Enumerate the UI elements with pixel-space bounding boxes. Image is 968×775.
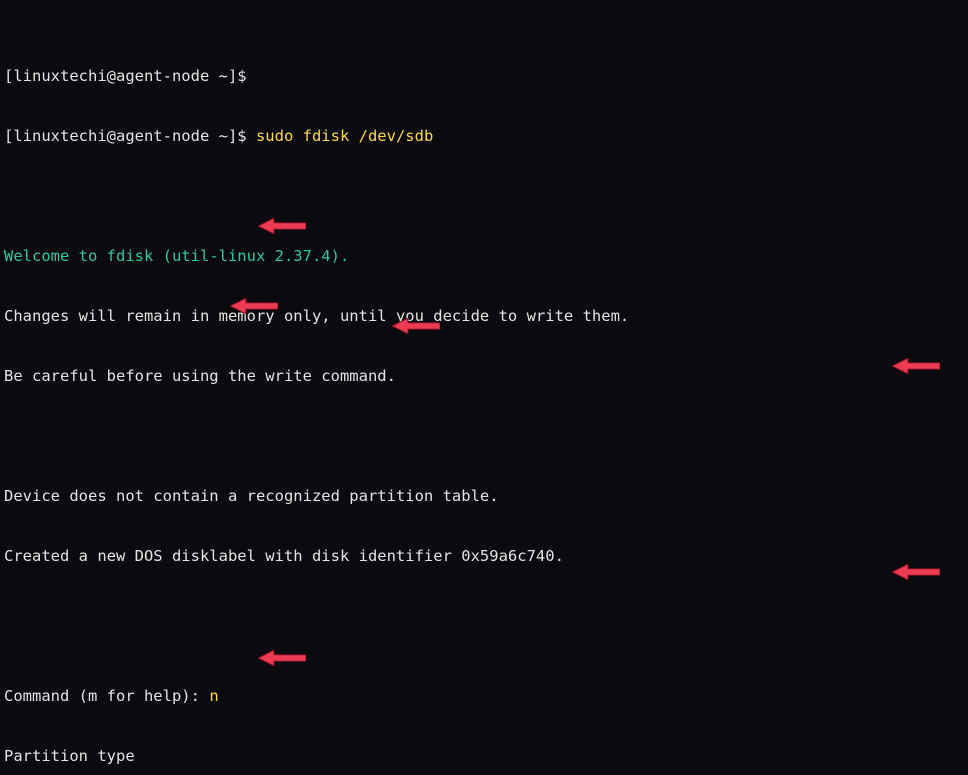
shell-prompt: [linuxtechi@agent-node ~]$ xyxy=(4,67,247,85)
fdisk-msg: Created a new DOS disklabel with disk id… xyxy=(4,547,564,565)
fdisk-msg: Changes will remain in memory only, unti… xyxy=(4,307,629,325)
fdisk-welcome: Welcome to fdisk (util-linux 2.37.4). xyxy=(4,247,349,265)
annotation-arrow-icon xyxy=(258,218,306,234)
fdisk-input: n xyxy=(209,687,218,705)
shell-prompt: [linuxtechi@agent-node ~]$ xyxy=(4,127,256,145)
fdisk-msg: Be careful before using the write comman… xyxy=(4,367,396,385)
fdisk-msg: Partition type xyxy=(4,747,135,765)
fdisk-msg: Device does not contain a recognized par… xyxy=(4,487,499,505)
annotation-arrow-icon xyxy=(258,650,306,666)
annotation-arrow-icon xyxy=(892,564,940,580)
shell-command: sudo fdisk /dev/sdb xyxy=(256,127,433,145)
fdisk-prompt: Command (m for help): xyxy=(4,687,209,705)
terminal-screen[interactable]: [linuxtechi@agent-node ~]$ [linuxtechi@a… xyxy=(0,0,968,775)
